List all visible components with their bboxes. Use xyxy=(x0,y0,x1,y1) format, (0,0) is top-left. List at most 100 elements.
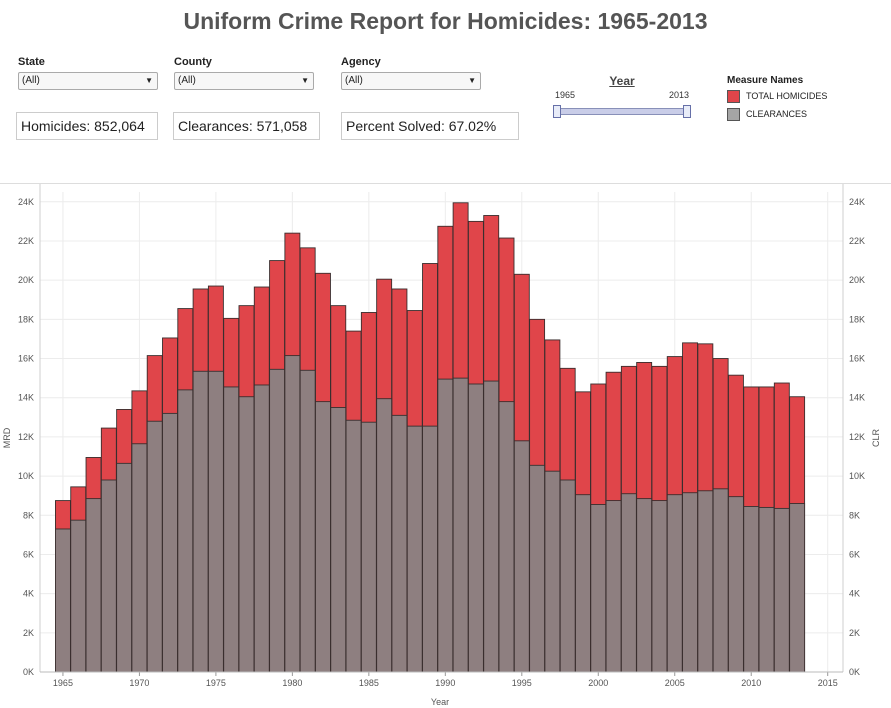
bar-clearances xyxy=(299,369,316,673)
bar-clearances xyxy=(666,494,683,673)
y-tick-label: 12K xyxy=(18,432,34,442)
year-slider-min-handle[interactable] xyxy=(553,105,561,118)
state-select-value: (All) xyxy=(22,75,40,86)
y-right-tick-label: 20K xyxy=(849,275,865,285)
bar-clearances xyxy=(330,407,347,673)
bar-clearances xyxy=(697,490,714,673)
county-select[interactable]: (All) ▼ xyxy=(174,72,314,90)
percent-solved-kpi: Percent Solved: 67.02% xyxy=(341,112,519,140)
bar-clearances xyxy=(100,479,117,673)
year-range-filter: Year 1965 2013 xyxy=(553,74,691,118)
agency-select-value: (All) xyxy=(345,75,363,86)
legend-label-clearances: CLEARANCES xyxy=(746,109,808,119)
legend: Measure Names TOTAL HOMICIDES CLEARANCES xyxy=(727,75,827,126)
year-filter-label: Year xyxy=(609,74,635,88)
bar-clearances xyxy=(192,370,209,673)
bar-clearances xyxy=(743,506,760,673)
bar-clearances xyxy=(207,370,224,673)
clearances-kpi: Clearances: 571,058 xyxy=(173,112,320,140)
county-filter-label: County xyxy=(174,56,212,68)
y-tick-label: 2K xyxy=(23,628,34,638)
x-tick-label: 2015 xyxy=(818,678,838,688)
y-tick-label: 10K xyxy=(18,471,34,481)
bar-clearances xyxy=(391,414,408,673)
homicides-bar-chart: 0K 0K 2K 2K 4K 4K 6K 6K 8K 8K 10K 10K 12K 12K 14K 14K 16… xyxy=(2,184,881,707)
chevron-down-icon: ▼ xyxy=(468,76,476,85)
bar-clearances xyxy=(70,519,87,673)
bar-clearances xyxy=(269,368,286,673)
y-right-tick-label: 18K xyxy=(849,314,865,324)
y-tick-label: 20K xyxy=(18,275,34,285)
bar-clearances xyxy=(253,384,270,673)
bar-clearances xyxy=(360,421,377,673)
legend-item-total-homicides[interactable]: TOTAL HOMICIDES xyxy=(727,90,827,108)
bar-clearances xyxy=(727,496,744,673)
y-right-tick-label: 2K xyxy=(849,628,860,638)
year-min-label: 1965 xyxy=(555,90,576,100)
year-slider-track[interactable] xyxy=(556,108,688,115)
legend-label-total-homicides: TOTAL HOMICIDES xyxy=(746,91,828,101)
bar-clearances xyxy=(590,504,607,673)
y-tick-label: 8K xyxy=(23,510,34,520)
bar-clearances xyxy=(223,386,240,673)
bar-clearances xyxy=(422,425,438,673)
y-tick-label: 6K xyxy=(23,549,34,559)
year-range-slider[interactable] xyxy=(553,105,691,118)
bar-clearances xyxy=(758,506,775,673)
bar-clearances xyxy=(513,440,530,673)
y-right-tick-label: 4K xyxy=(849,589,860,599)
bar-clearances xyxy=(559,479,576,673)
x-tick-label: 1985 xyxy=(359,678,379,688)
bar-clearances xyxy=(529,464,546,673)
y-tick-label: 24K xyxy=(18,197,34,207)
agency-filter-label: Agency xyxy=(341,56,381,68)
y-right-tick-label: 10K xyxy=(849,471,865,481)
chevron-down-icon: ▼ xyxy=(145,76,153,85)
y-tick-label: 16K xyxy=(18,354,34,364)
y-right-tick-label: 0K xyxy=(849,667,860,677)
legend-swatch-clearances xyxy=(727,108,740,121)
x-tick-label: 1965 xyxy=(53,678,73,688)
bar-clearances xyxy=(712,488,729,673)
bar-clearances xyxy=(789,503,806,673)
y-tick-label: 4K xyxy=(23,589,34,599)
bar-clearances xyxy=(55,528,71,673)
x-tick-label: 1980 xyxy=(282,678,302,688)
bar-clearances xyxy=(467,383,484,673)
bar-clearances xyxy=(575,494,591,673)
bar-clearances xyxy=(177,389,194,673)
bar-clearances xyxy=(284,355,301,673)
bar-clearances xyxy=(315,401,331,673)
agency-select[interactable]: (All) ▼ xyxy=(341,72,481,90)
bar-clearances xyxy=(238,396,255,673)
y-tick-label: 0K xyxy=(23,667,34,677)
bar-clearances xyxy=(483,380,500,673)
bar-clearances xyxy=(406,425,423,673)
county-select-value: (All) xyxy=(178,75,196,86)
bar-clearances xyxy=(116,462,133,673)
x-tick-label: 1990 xyxy=(435,678,455,688)
bar-clearances xyxy=(437,378,454,673)
y-tick-label: 18K xyxy=(18,314,34,324)
bar-clearances xyxy=(651,500,668,673)
x-tick-label: 1975 xyxy=(206,678,226,688)
year-slider-max-handle[interactable] xyxy=(683,105,691,118)
x-axis-label: Year xyxy=(431,697,449,707)
legend-item-clearances[interactable]: CLEARANCES xyxy=(727,108,827,126)
y-right-tick-label: 14K xyxy=(849,393,865,403)
legend-swatch-total-homicides xyxy=(727,90,740,103)
bar-clearances xyxy=(85,498,102,673)
x-tick-label: 2000 xyxy=(588,678,608,688)
homicides-kpi: Homicides: 852,064 xyxy=(16,112,158,140)
y-right-tick-label: 22K xyxy=(849,236,865,246)
x-tick-label: 1995 xyxy=(512,678,532,688)
bar-clearances xyxy=(620,493,637,673)
bar-clearances xyxy=(636,498,653,673)
y-right-tick-label: 16K xyxy=(849,354,865,364)
bar-clearances xyxy=(498,401,515,673)
y-tick-label: 14K xyxy=(18,393,34,403)
agency-filter: Agency (All) ▼ xyxy=(341,56,481,90)
y-right-tick-label: 12K xyxy=(849,432,865,442)
state-select[interactable]: (All) ▼ xyxy=(18,72,158,90)
county-filter: County (All) ▼ xyxy=(174,56,314,90)
